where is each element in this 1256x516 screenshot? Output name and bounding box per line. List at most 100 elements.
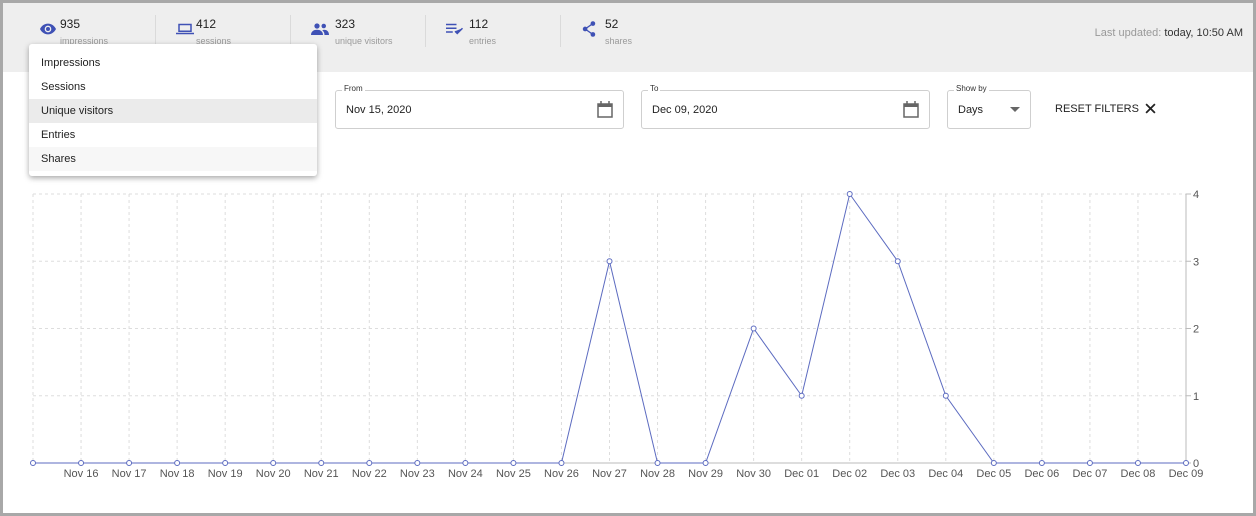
x-tick-label: Nov 26 [544,468,579,480]
field-value: Days [958,104,984,116]
data-point [318,460,325,466]
data-point [1134,460,1141,466]
x-tick-label: Dec 08 [1121,468,1156,480]
stat-value: 935 [60,17,81,31]
data-point [942,392,949,399]
x-tick-label: Nov 28 [640,468,675,480]
last-updated: Last updated: today, 10:50 AM [1095,27,1243,39]
x-tick-label: Dec 09 [1169,468,1204,480]
separator [560,15,561,47]
field-label: To [648,84,661,93]
reset-filters[interactable]: RESET FILTERS [1055,103,1156,115]
menu-item[interactable]: Impressions [41,57,101,69]
stat-label: sessions [196,36,232,46]
x-tick-label: Nov 20 [256,468,291,480]
data-point [510,460,517,466]
y-tick-label: 4 [1193,189,1199,201]
data-point [1183,460,1189,466]
data-point [270,460,277,466]
x-tick-label: Dec 05 [976,468,1011,480]
y-tick-label: 0 [1193,458,1199,470]
separator [425,15,426,47]
data-point [126,460,133,466]
data-point [894,258,901,265]
share-icon [582,21,596,37]
x-tick-label: Dec 03 [880,468,915,480]
data-point [846,191,853,197]
stat-label: unique visitors [335,36,393,46]
to-field[interactable]: To Dec 09, 2020 [641,84,930,129]
from-field[interactable]: From Nov 15, 2020 [335,84,624,129]
x-tick-label: Nov 25 [496,468,531,480]
show-by-select[interactable]: Show by Days [947,84,1031,129]
data-point [558,460,565,466]
x-tick-label: Dec 07 [1072,468,1107,480]
data-point [702,460,709,466]
data-point [222,460,229,466]
field-label: Show by [954,84,989,93]
x-tick-label: Nov 30 [736,468,771,480]
data-point [1086,460,1093,466]
menu-item[interactable]: Unique visitors [29,99,317,123]
data-point [798,392,805,399]
data-point [174,460,181,466]
x-tick-label: Nov 24 [448,468,483,480]
caret-icon [1010,107,1020,112]
metric-menu: Impressions Sessions Unique visitors Ent… [29,44,317,176]
chart: 0 1 2 3 4 Nov 16 Nov 17 Nov 18 Nov 19 Nov 20 Nov 2… [30,189,1204,480]
calendar-icon[interactable] [903,101,919,118]
x-tick-label: Nov 29 [688,468,723,480]
menu-item[interactable]: Sessions [41,81,86,93]
stat-label: shares [605,36,633,46]
x-tick-label: Dec 06 [1024,468,1059,480]
calendar-icon[interactable] [597,101,613,118]
stat-value: 412 [196,17,217,31]
y-tick-label: 3 [1193,256,1199,268]
y-tick-label: 2 [1193,324,1199,336]
field-value: Nov 15, 2020 [346,104,412,116]
data-point [990,460,997,466]
x-tick-label: Nov 18 [160,468,195,480]
x-tick-label: Nov 22 [352,468,387,480]
eye-icon [40,23,56,35]
y-tick-label: 1 [1193,391,1199,403]
data-point [750,325,757,332]
menu-item[interactable]: Entries [41,129,76,141]
people-icon [311,23,329,35]
laptop-icon [176,23,194,35]
data-point [462,460,469,466]
data-point [414,460,421,466]
stat-value: 52 [605,17,619,31]
data-point [654,460,661,466]
separator [155,15,156,47]
close-icon [1145,103,1156,114]
x-tick-label: Nov 16 [64,468,99,480]
data-point [606,258,613,265]
separator [290,15,291,47]
last-updated-label: Last updated: [1094,27,1162,39]
stat-label: impressions [60,36,109,46]
x-tick-label: Nov 27 [592,468,627,480]
x-tick-label: Nov 17 [112,468,147,480]
x-tick-label: Dec 02 [832,468,867,480]
menu-item[interactable]: Shares [29,147,317,171]
field-label: From [342,84,365,93]
entries-icon [446,23,464,35]
stat-value: 323 [335,17,356,31]
last-updated-value: today, 10:50 AM [1164,27,1243,39]
x-tick-label: Dec 04 [928,468,963,480]
field-value: Dec 09, 2020 [652,104,718,116]
stat-label: entries [469,36,497,46]
x-tick-label: Nov 21 [304,468,339,480]
data-point [366,460,373,466]
reset-label: RESET FILTERS [1055,103,1139,115]
x-tick-label: Nov 19 [208,468,243,480]
stats-bar: 935 impressions 412 sessions 323 unique … [3,3,1253,72]
x-tick-label: Nov 23 [400,468,435,480]
data-point [1038,460,1045,466]
x-tick-label: Dec 01 [784,468,819,480]
stat-value: 112 [469,17,489,31]
data-point [78,460,85,466]
data-point [30,460,36,466]
